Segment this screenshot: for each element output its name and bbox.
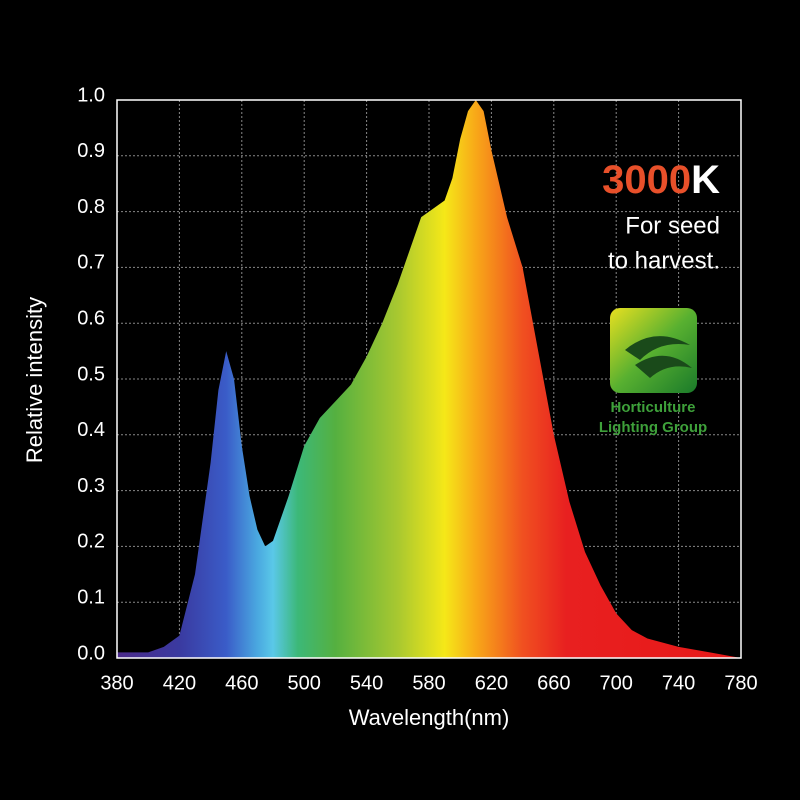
y-tick-label: 0.6	[77, 307, 105, 329]
tagline: to harvest.	[608, 247, 720, 274]
x-tick-label: 620	[475, 672, 508, 694]
badge-number: 3000	[602, 158, 691, 202]
logo-leaf	[625, 336, 692, 378]
y-tick-label: 0.9	[77, 140, 105, 162]
x-tick-label: 700	[600, 672, 633, 694]
x-tick-label: 420	[163, 672, 196, 694]
logo-text: Horticulture	[610, 399, 695, 416]
x-tick-label: 740	[662, 672, 695, 694]
badge: 3000K	[602, 158, 720, 202]
y-tick-label: 0.7	[77, 252, 105, 274]
x-tick-label: 460	[225, 672, 258, 694]
y-tick-label: 0.0	[77, 642, 105, 664]
x-tick-label: 500	[288, 672, 321, 694]
y-tick-label: 0.3	[77, 475, 105, 497]
spectrum-area	[117, 100, 741, 658]
x-tick-label: 660	[537, 672, 570, 694]
x-axis-label: Wavelength(nm)	[349, 705, 510, 730]
y-tick-label: 0.5	[77, 363, 105, 385]
tagline: For seed	[625, 212, 720, 239]
y-axis-label: Relative intensity	[22, 297, 47, 463]
x-tick-label: 780	[724, 672, 757, 694]
logo-text: Lighting Group	[599, 419, 707, 436]
x-tick-label: 580	[412, 672, 445, 694]
x-tick-label: 380	[100, 672, 133, 694]
y-tick-label: 0.1	[77, 586, 105, 608]
logo-icon	[610, 308, 697, 393]
area-layer	[117, 100, 741, 658]
y-tick-label: 1.0	[77, 84, 105, 106]
badge-unit: K	[691, 158, 720, 202]
y-tick-label: 0.2	[77, 531, 105, 553]
y-tick-label: 0.8	[77, 196, 105, 218]
plot-frame	[116, 99, 742, 659]
x-tick-label: 540	[350, 672, 383, 694]
y-tick-label: 0.4	[77, 419, 105, 441]
